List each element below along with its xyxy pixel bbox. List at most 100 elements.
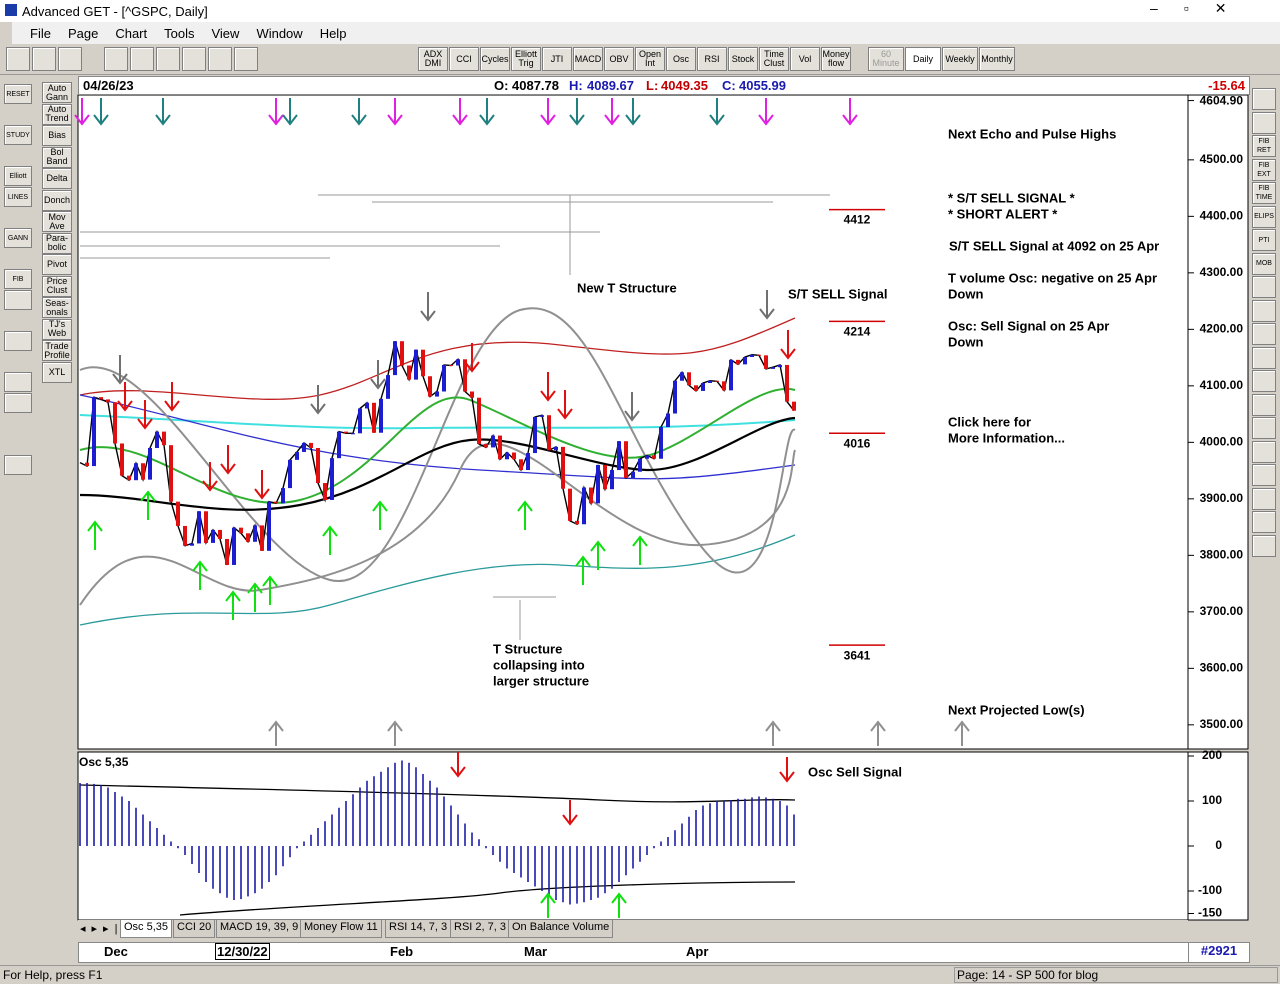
- menu-item[interactable]: View: [211, 25, 240, 41]
- study-tab[interactable]: RSI 2, 7, 3: [450, 920, 510, 938]
- study-button[interactable]: Cycles: [480, 47, 510, 71]
- right-tool[interactable]: [1252, 323, 1276, 345]
- right-tool[interactable]: [1252, 299, 1276, 322]
- tool-icon[interactable]: [234, 47, 258, 71]
- right-tool[interactable]: ELIPS: [1252, 205, 1276, 228]
- left-tool[interactable]: XTL: [42, 361, 72, 383]
- right-tool[interactable]: [1252, 276, 1276, 298]
- tab-scroll[interactable]: ◂▸▸|: [80, 923, 124, 935]
- left-tool[interactable]: Price Clust: [42, 275, 72, 297]
- price-bar: [575, 520, 579, 525]
- study-button[interactable]: Time Clust: [759, 47, 789, 71]
- left-tool[interactable]: TJ's Web: [42, 318, 72, 340]
- left-icon[interactable]: RESET: [4, 84, 32, 104]
- study-button[interactable]: Osc: [666, 47, 696, 71]
- tool-icon[interactable]: [32, 47, 56, 71]
- right-tool[interactable]: [1252, 393, 1276, 416]
- study-tab[interactable]: On Balance Volume: [508, 920, 614, 938]
- left-tool[interactable]: Bol Band: [42, 146, 72, 168]
- period-button[interactable]: Monthly: [979, 47, 1015, 71]
- tool-icon[interactable]: [130, 47, 154, 71]
- left-icon[interactable]: Elliott: [4, 166, 32, 187]
- price-bar: [127, 475, 131, 481]
- menu-item[interactable]: Help: [319, 25, 347, 41]
- right-tool[interactable]: MOB: [1252, 252, 1276, 275]
- tool-icon[interactable]: [58, 47, 82, 71]
- right-tool[interactable]: [1252, 487, 1276, 510]
- signal-arrow: [562, 800, 578, 826]
- price-bar: [603, 464, 607, 490]
- left-tool[interactable]: Bias: [42, 125, 72, 146]
- left-icon[interactable]: LINES: [4, 187, 32, 207]
- study-button[interactable]: JTI: [542, 47, 572, 71]
- period-button[interactable]: 60 Minute: [868, 47, 904, 71]
- right-tool[interactable]: [1252, 511, 1276, 533]
- menu-item[interactable]: Page: [67, 25, 99, 41]
- left-icon[interactable]: [4, 331, 32, 352]
- info-close: 4055.99: [739, 78, 786, 93]
- tool-icon[interactable]: [182, 47, 206, 71]
- menu-item[interactable]: Tools: [164, 25, 195, 41]
- left-tool[interactable]: Auto Trend: [42, 103, 72, 125]
- right-tool[interactable]: [1252, 88, 1276, 110]
- menu-item[interactable]: Window: [256, 25, 303, 41]
- study-tab[interactable]: Money Flow 11: [300, 920, 382, 938]
- right-tool[interactable]: [1252, 111, 1276, 134]
- right-tool[interactable]: [1252, 370, 1276, 392]
- right-tool[interactable]: [1252, 346, 1276, 369]
- tool-icon[interactable]: [156, 47, 180, 71]
- left-tool[interactable]: Auto Gann: [42, 82, 72, 103]
- annotation[interactable]: More Information...: [948, 430, 1065, 445]
- left-icon[interactable]: FIB: [4, 269, 32, 290]
- period-button[interactable]: Daily: [905, 47, 941, 71]
- signal-arrow: [540, 892, 556, 918]
- study-tab[interactable]: RSI 14, 7, 3: [385, 920, 452, 938]
- period-button[interactable]: Weekly: [942, 47, 978, 71]
- left-tool[interactable]: Mov Ave: [42, 211, 72, 232]
- right-tool[interactable]: FIB RET: [1252, 135, 1276, 157]
- tool-icon[interactable]: [208, 47, 232, 71]
- study-button[interactable]: Open Int: [635, 47, 665, 71]
- study-button[interactable]: CCI: [449, 47, 479, 71]
- left-tool[interactable]: Trade Profile: [42, 340, 72, 361]
- menu-item[interactable]: File: [30, 25, 51, 41]
- tool-icon[interactable]: [6, 47, 30, 71]
- study-button[interactable]: RSI: [697, 47, 727, 71]
- study-button[interactable]: OBV: [604, 47, 634, 71]
- left-tool[interactable]: Pivot: [42, 254, 72, 275]
- menu-item[interactable]: Chart: [115, 25, 148, 41]
- right-tool[interactable]: [1252, 464, 1276, 486]
- right-tool[interactable]: PTI: [1252, 229, 1276, 251]
- window-controls[interactable]: –▫✕: [1150, 0, 1253, 16]
- window-title: Advanced GET - [^GSPC, Daily]: [22, 4, 208, 19]
- study-tab[interactable]: CCI 20: [173, 920, 216, 938]
- study-button[interactable]: ADX DMI: [418, 47, 448, 71]
- right-tool[interactable]: FIB TIME: [1252, 182, 1276, 204]
- price-bar: [141, 463, 145, 480]
- left-icon[interactable]: GANN: [4, 228, 32, 249]
- left-icon[interactable]: [4, 454, 32, 475]
- study-button[interactable]: Elliott Trig: [511, 47, 541, 71]
- right-tool[interactable]: [1252, 417, 1276, 439]
- right-tool[interactable]: [1252, 440, 1276, 463]
- left-tool[interactable]: Para-bolic: [42, 232, 72, 254]
- button-label: Bias: [48, 130, 66, 140]
- study-button[interactable]: Stock: [728, 47, 758, 71]
- annotation: T Structure: [493, 641, 562, 656]
- right-tool[interactable]: [1252, 534, 1276, 557]
- left-icon[interactable]: [4, 393, 32, 413]
- left-tool[interactable]: Seas-onals: [42, 297, 72, 318]
- left-tool[interactable]: Donch: [42, 189, 72, 211]
- study-button[interactable]: Money flow: [821, 47, 851, 71]
- study-button[interactable]: Vol: [790, 47, 820, 71]
- right-tool[interactable]: FIB EXT: [1252, 158, 1276, 181]
- left-icon[interactable]: STUDY: [4, 125, 32, 146]
- left-tool[interactable]: Delta: [42, 168, 72, 189]
- left-icon[interactable]: [4, 290, 32, 310]
- annotation[interactable]: Click here for: [948, 414, 1031, 429]
- tool-icon[interactable]: [104, 47, 128, 71]
- study-tab[interactable]: MACD 19, 39, 9: [216, 920, 303, 938]
- study-button[interactable]: MACD: [573, 47, 603, 71]
- left-icon[interactable]: [4, 372, 32, 393]
- study-tab[interactable]: Osc 5,35: [120, 920, 173, 938]
